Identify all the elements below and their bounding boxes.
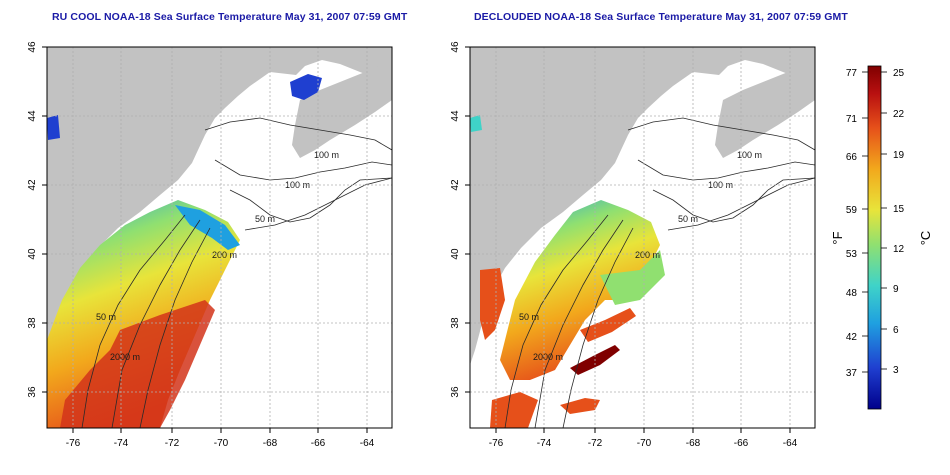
right-ytick-38: 38	[450, 317, 461, 329]
left-land-mass	[47, 47, 392, 365]
left-contour-label-4: 200 m	[212, 250, 237, 260]
right-contour-label-6: 2000 m	[533, 352, 563, 362]
right-xtick-74: -74	[537, 438, 552, 449]
right-sst-offshore	[600, 250, 665, 305]
left-xtick-70: -70	[214, 438, 229, 449]
cb-f-77: 77	[846, 68, 858, 79]
cb-f-66: 66	[846, 152, 858, 163]
right-land-mass	[470, 47, 815, 365]
left-grid	[47, 47, 392, 428]
right-map-panel: 100 m 100 m 50 m 200 m 50 m 2000 m	[450, 41, 816, 449]
left-y-axis: 46 44 42 40 38 36	[27, 41, 47, 398]
left-xtick-72: -72	[165, 438, 180, 449]
right-contour-label-5: 50 m	[519, 312, 539, 322]
cb-f-53: 53	[846, 249, 858, 260]
cb-c-3: 3	[893, 365, 899, 376]
right-map-title: DECLOUDED NOAA-18 Sea Surface Temperatur…	[474, 11, 848, 23]
right-warm-streak-1	[580, 308, 636, 342]
right-warm-streak-3	[560, 398, 600, 414]
cb-f-48: 48	[846, 288, 858, 299]
cb-c-6: 6	[893, 325, 899, 336]
cb-f-37: 37	[846, 368, 858, 379]
left-contour-label-1: 100 m	[314, 150, 339, 160]
colorbar-fahrenheit-ticks: 77 71 66 59 53 48 42 37	[846, 68, 858, 379]
cb-f-71: 71	[846, 114, 858, 125]
cb-c-25: 25	[893, 68, 905, 79]
right-warm-patch-sw	[480, 268, 505, 340]
right-xtick-76: -76	[489, 438, 504, 449]
right-sst-field	[500, 200, 660, 380]
left-ytick-42: 42	[27, 179, 38, 191]
right-xtick-68: -68	[686, 438, 701, 449]
left-contour-label-2: 100 m	[285, 180, 310, 190]
left-ytick-46: 46	[27, 41, 38, 53]
left-ytick-44: 44	[27, 110, 38, 122]
cb-c-12: 12	[893, 244, 905, 255]
right-contour-label-2: 100 m	[708, 180, 733, 190]
left-map-frame	[46, 46, 393, 429]
right-grid	[470, 47, 815, 428]
right-x-axis: -76 -74 -72 -70 -68 -66 -64	[489, 428, 798, 449]
left-contours	[81, 117, 392, 428]
right-xtick-70: -70	[637, 438, 652, 449]
colorbar-bar	[867, 65, 882, 410]
right-ytick-36: 36	[450, 386, 461, 398]
left-xtick-66: -66	[311, 438, 326, 449]
left-contour-label-3: 50 m	[255, 214, 275, 224]
colorbar: 77 71 66 59 53 48 42 37 25 22 19 15 12 9…	[830, 65, 933, 410]
right-contour-label-1: 100 m	[737, 150, 762, 160]
right-contour-label-3: 50 m	[678, 214, 698, 224]
right-xtick-72: -72	[588, 438, 603, 449]
right-y-axis: 46 44 42 40 38 36	[450, 41, 470, 398]
left-map-panel: 100 m 100 m 50 m 200 m 50 m 2000 m	[27, 41, 393, 449]
left-xtick-76: -76	[66, 438, 81, 449]
right-contour-label-4: 200 m	[635, 250, 660, 260]
cb-c-15: 15	[893, 204, 905, 215]
right-xtick-64: -64	[783, 438, 798, 449]
colorbar-label-celsius: °C	[918, 231, 933, 246]
right-cyan-patch	[470, 115, 482, 132]
left-warm-water	[60, 300, 215, 428]
left-xtick-64: -64	[360, 438, 375, 449]
right-ytick-42: 42	[450, 179, 461, 191]
left-cold-patch-coast	[175, 205, 240, 250]
cb-c-22: 22	[893, 109, 905, 120]
cb-c-19: 19	[893, 150, 905, 161]
left-xtick-74: -74	[114, 438, 129, 449]
right-ytick-44: 44	[450, 110, 461, 122]
cb-f-42: 42	[846, 332, 858, 343]
left-ytick-36: 36	[27, 386, 38, 398]
left-cold-patch-north	[290, 74, 322, 100]
colorbar-celsius-ticks: 25 22 19 15 12 9 6 3	[893, 68, 905, 376]
left-cold-patch-west	[47, 115, 60, 140]
left-ytick-40: 40	[27, 248, 38, 260]
right-xtick-66: -66	[734, 438, 749, 449]
left-x-axis: -76 -74 -72 -70 -68 -66 -64	[66, 428, 375, 449]
left-contour-label-6: 2000 m	[110, 352, 140, 362]
right-ytick-46: 46	[450, 41, 461, 53]
cb-c-9: 9	[893, 284, 899, 295]
right-warm-patch-south	[490, 392, 538, 428]
right-ytick-40: 40	[450, 248, 461, 260]
colorbar-label-fahrenheit: °F	[830, 231, 845, 244]
cb-f-59: 59	[846, 205, 858, 216]
left-xtick-68: -68	[263, 438, 278, 449]
right-map-frame	[469, 46, 816, 429]
left-ytick-38: 38	[27, 317, 38, 329]
left-map-title: RU COOL NOAA-18 Sea Surface Temperature …	[52, 11, 408, 23]
left-contour-label-5: 50 m	[96, 312, 116, 322]
right-contours	[504, 117, 815, 428]
